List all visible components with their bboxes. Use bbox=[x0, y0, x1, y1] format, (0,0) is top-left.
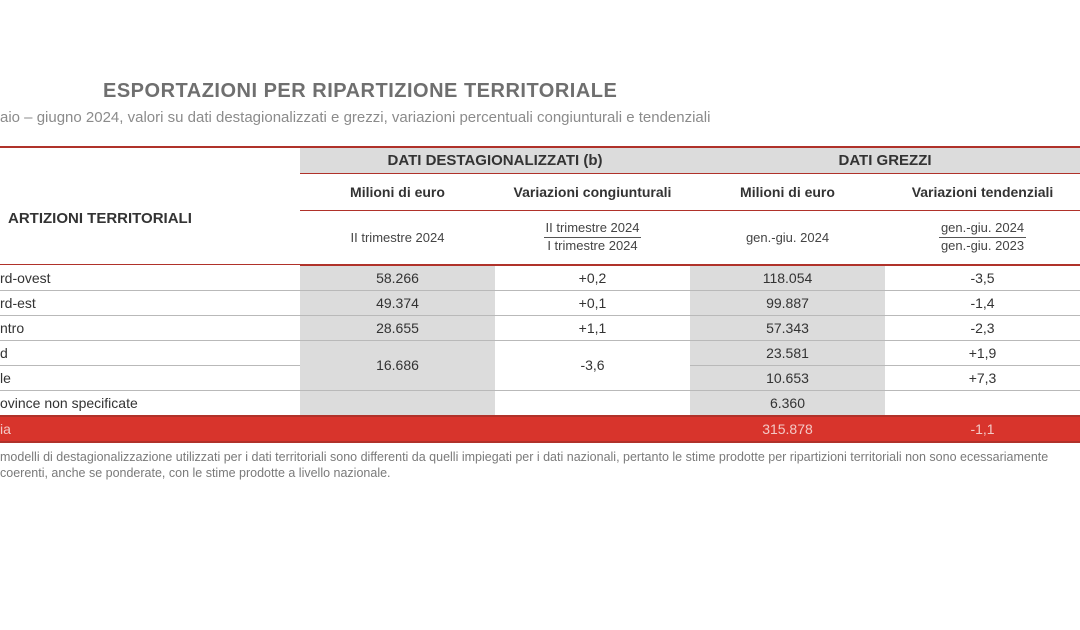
cell-grezzi-var: +1,9 bbox=[885, 340, 1080, 365]
row-label: rd-est bbox=[0, 290, 300, 315]
header-group-grezzi: DATI GREZZI bbox=[690, 147, 1080, 174]
subheader-destag-var: II trimestre 2024 I trimestre 2024 bbox=[495, 211, 690, 265]
cell-empty bbox=[300, 416, 495, 442]
page: ESPORTAZIONI PER RIPARTIZIONE TERRITORIA… bbox=[0, 0, 1080, 630]
header-destag-var: Variazioni congiunturali bbox=[495, 174, 690, 211]
header-grezzi-var: Variazioni tendenziali bbox=[885, 174, 1080, 211]
page-title: ESPORTAZIONI PER RIPARTIZIONE TERRITORIA… bbox=[103, 80, 1080, 103]
cell-empty bbox=[495, 390, 690, 416]
header-grezzi-mln: Milioni di euro bbox=[690, 174, 885, 211]
cell-grezzi-var-total: -1,1 bbox=[885, 416, 1080, 442]
cell-grezzi-var: -1,4 bbox=[885, 290, 1080, 315]
cell-empty bbox=[885, 390, 1080, 416]
table-row: rd-est 49.374 +0,1 99.887 -1,4 bbox=[0, 290, 1080, 315]
cell-grezzi-var: -2,3 bbox=[885, 315, 1080, 340]
header-rowlabel: ARTIZIONI TERRITORIALI bbox=[0, 174, 300, 265]
row-label: ovince non specificate bbox=[0, 390, 300, 416]
cell-grezzi-mln: 6.360 bbox=[690, 390, 885, 416]
cell-grezzi-mln: 99.887 bbox=[690, 290, 885, 315]
table-row: ntro 28.655 +1,1 57.343 -2,3 bbox=[0, 315, 1080, 340]
cell-empty bbox=[495, 416, 690, 442]
cell-empty bbox=[300, 390, 495, 416]
footnote: modelli di destagionalizzazione utilizza… bbox=[0, 449, 1080, 482]
cell-destag-var-merged: -3,6 bbox=[495, 340, 690, 390]
row-label: rd-ovest bbox=[0, 265, 300, 291]
fraction-label: gen.-giu. 2024 gen.-giu. 2023 bbox=[939, 221, 1026, 254]
fraction-den: I trimestre 2024 bbox=[544, 238, 642, 254]
fraction-den: gen.-giu. 2023 bbox=[939, 238, 1026, 254]
cell-grezzi-mln: 23.581 bbox=[690, 340, 885, 365]
cell-destag-mln: 58.266 bbox=[300, 265, 495, 291]
cell-grezzi-mln: 118.054 bbox=[690, 265, 885, 291]
header-blank bbox=[0, 147, 300, 174]
subheader-grezzi-var: gen.-giu. 2024 gen.-giu. 2023 bbox=[885, 211, 1080, 265]
cell-destag-mln: 28.655 bbox=[300, 315, 495, 340]
exports-table: DATI DESTAGIONALIZZATI (b) DATI GREZZI A… bbox=[0, 146, 1080, 443]
header-group-destag: DATI DESTAGIONALIZZATI (b) bbox=[300, 147, 690, 174]
row-label: d bbox=[0, 340, 300, 365]
header-destag-mln: Milioni di euro bbox=[300, 174, 495, 211]
page-subtitle: aio – giugno 2024, valori su dati destag… bbox=[0, 109, 1080, 126]
cell-destag-mln-merged: 16.686 bbox=[300, 340, 495, 390]
cell-grezzi-var: +7,3 bbox=[885, 365, 1080, 390]
table-row: rd-ovest 58.266 +0,2 118.054 -3,5 bbox=[0, 265, 1080, 291]
fraction-num: gen.-giu. 2024 bbox=[939, 221, 1026, 238]
row-label: le bbox=[0, 365, 300, 390]
cell-grezzi-mln: 10.653 bbox=[690, 365, 885, 390]
fraction-num: II trimestre 2024 bbox=[544, 221, 642, 238]
subheader-grezzi-mln: gen.-giu. 2024 bbox=[690, 211, 885, 265]
subheader-destag-mln: II trimestre 2024 bbox=[300, 211, 495, 265]
cell-grezzi-mln: 57.343 bbox=[690, 315, 885, 340]
cell-destag-var: +0,2 bbox=[495, 265, 690, 291]
cell-destag-var: +1,1 bbox=[495, 315, 690, 340]
cell-destag-mln: 49.374 bbox=[300, 290, 495, 315]
row-label: ntro bbox=[0, 315, 300, 340]
cell-grezzi-var: -3,5 bbox=[885, 265, 1080, 291]
cell-grezzi-mln-total: 315.878 bbox=[690, 416, 885, 442]
row-label-total: ia bbox=[0, 416, 300, 442]
table-row-province: ovince non specificate 6.360 bbox=[0, 390, 1080, 416]
fraction-label: II trimestre 2024 I trimestre 2024 bbox=[544, 221, 642, 254]
cell-destag-var: +0,1 bbox=[495, 290, 690, 315]
table-row-sud: d 16.686 -3,6 23.581 +1,9 bbox=[0, 340, 1080, 365]
table-row-total: ia 315.878 -1,1 bbox=[0, 416, 1080, 442]
header-row-groups: DATI DESTAGIONALIZZATI (b) DATI GREZZI bbox=[0, 147, 1080, 174]
header-row-cols: ARTIZIONI TERRITORIALI Milioni di euro V… bbox=[0, 174, 1080, 211]
